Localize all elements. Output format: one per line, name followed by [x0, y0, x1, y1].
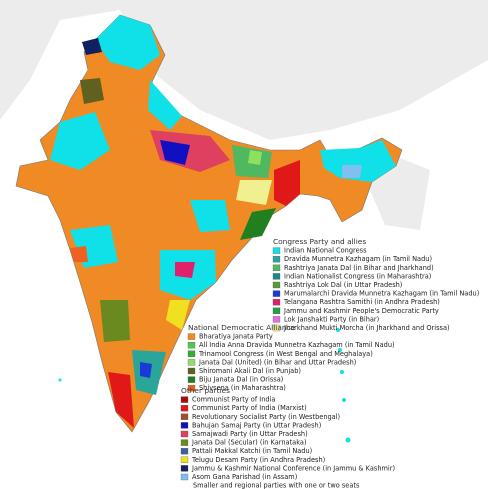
legend-swatch — [272, 324, 281, 332]
legend-label: Trinamool Congress (in West Bengal and M… — [198, 350, 373, 358]
legend-label: Communist Party of India — [192, 396, 275, 404]
region — [82, 38, 102, 55]
legend-label: Bharatiya Janata Party — [199, 333, 273, 341]
legend-label: Jharkhand Mukti Morcha (in Jharkhand and… — [283, 324, 450, 332]
island — [338, 348, 342, 352]
legend-label: Janata Dal (Secular) (in Karnataka) — [191, 439, 307, 447]
legend-swatch — [180, 439, 189, 446]
legend-label: All India Anna Dravida Munnetra Kazhagam… — [199, 341, 395, 349]
legend-swatch — [187, 376, 196, 383]
legend-swatch — [187, 342, 196, 349]
legend-swatch — [187, 350, 196, 357]
legend-label: Pattali Makkal Katchi (in Tamil Nadu) — [192, 447, 312, 455]
legend-swatch — [272, 316, 281, 323]
island — [336, 328, 340, 332]
legend-swatch — [187, 333, 196, 340]
island — [345, 437, 351, 443]
legend-label: Communist Party of India (Marxist) — [192, 404, 307, 412]
legend-swatch — [180, 448, 189, 455]
legend-label: Lok Janshakti Party (in Bihar) — [284, 315, 379, 323]
legend-label: Samajwadi Party (in Uttar Pradesh) — [192, 430, 308, 438]
legend-swatch — [180, 465, 189, 472]
legend-swatch — [187, 367, 196, 375]
legend-group-title: National Democratic Alliance — [188, 323, 296, 332]
legend-label: Dravida Munnetra Kazhagam (in Tamil Nadu… — [284, 255, 432, 263]
legend-swatch — [187, 385, 196, 392]
region — [320, 140, 396, 182]
legend-swatch — [187, 359, 196, 366]
legend-swatch — [180, 456, 189, 463]
legend-label: Rashtriya Lok Dal (in Uttar Pradesh) — [284, 281, 402, 289]
legend-footnote: Smaller and regional parties with one or… — [193, 482, 360, 489]
legend-label: Revolutionary Socialist Party (in Westbe… — [192, 413, 340, 421]
legend-swatch — [180, 422, 189, 429]
region — [248, 150, 262, 165]
region — [50, 112, 110, 170]
region — [140, 362, 152, 378]
region — [160, 140, 190, 165]
legend-label: Bahujan Samaj Party (in Uttar Pradesh) — [192, 421, 321, 429]
legend-swatch — [272, 256, 281, 263]
legend-swatch — [272, 281, 281, 289]
legend-label: Indian Nationalist Congress (in Maharash… — [284, 272, 431, 280]
legend-label: Biju Janata Dal (in Orissa) — [199, 376, 283, 384]
region — [175, 262, 195, 278]
legend-label: Janata Dal (United) (in Bihar and Uttar … — [198, 358, 356, 366]
region — [80, 78, 104, 104]
region — [240, 208, 276, 240]
legend-swatch — [180, 413, 189, 420]
region — [342, 165, 362, 178]
island — [58, 378, 62, 382]
legend-swatch — [272, 307, 281, 314]
region — [236, 180, 272, 205]
legend-label: Shiromani Akali Dal (in Punjab) — [199, 367, 301, 375]
island — [340, 370, 344, 374]
legend-label: Telugu Desam Party (in Andhra Pradesh) — [191, 456, 325, 464]
region — [190, 200, 230, 232]
region — [148, 80, 182, 130]
legend-label: Telangana Rashtra Samithi (in Andhra Pra… — [283, 298, 440, 306]
legend-swatch — [180, 396, 189, 403]
legend-swatch — [272, 273, 281, 280]
islands — [58, 328, 351, 443]
legend-label: Rashtriya Janata Dal (in Bihar and Jhark… — [284, 264, 434, 272]
island — [342, 398, 346, 402]
legend-label: Asom Gana Parishad (in Assam) — [192, 473, 297, 481]
legend-swatch — [180, 430, 189, 438]
region — [108, 372, 134, 428]
region — [274, 160, 300, 206]
legend-label: Jammu and Kashmir People's Democratic Pa… — [283, 307, 439, 315]
legend-label: Shivsena (in Maharashtra) — [199, 384, 286, 392]
region — [100, 300, 130, 342]
legend-group-title: Congress Party and allies — [273, 237, 366, 246]
legend-label: Jammu & Kashmir National Conference (in … — [191, 464, 395, 472]
legend-swatch — [180, 405, 189, 412]
region — [95, 15, 160, 70]
region — [150, 130, 230, 172]
legend-swatch — [272, 264, 281, 271]
legend-swatch — [180, 473, 189, 481]
legend-swatch — [272, 299, 281, 306]
legend-label: Indian National Congress — [284, 247, 367, 255]
region — [70, 246, 88, 262]
neighbour-land — [0, 0, 488, 140]
legend-label: Marumalarchi Dravida Munnetra Kazhagam (… — [284, 290, 479, 298]
legend-swatch — [272, 290, 281, 297]
legend-swatch — [272, 247, 281, 254]
region — [166, 300, 190, 330]
legend-group-title: Other parties — [181, 386, 230, 395]
